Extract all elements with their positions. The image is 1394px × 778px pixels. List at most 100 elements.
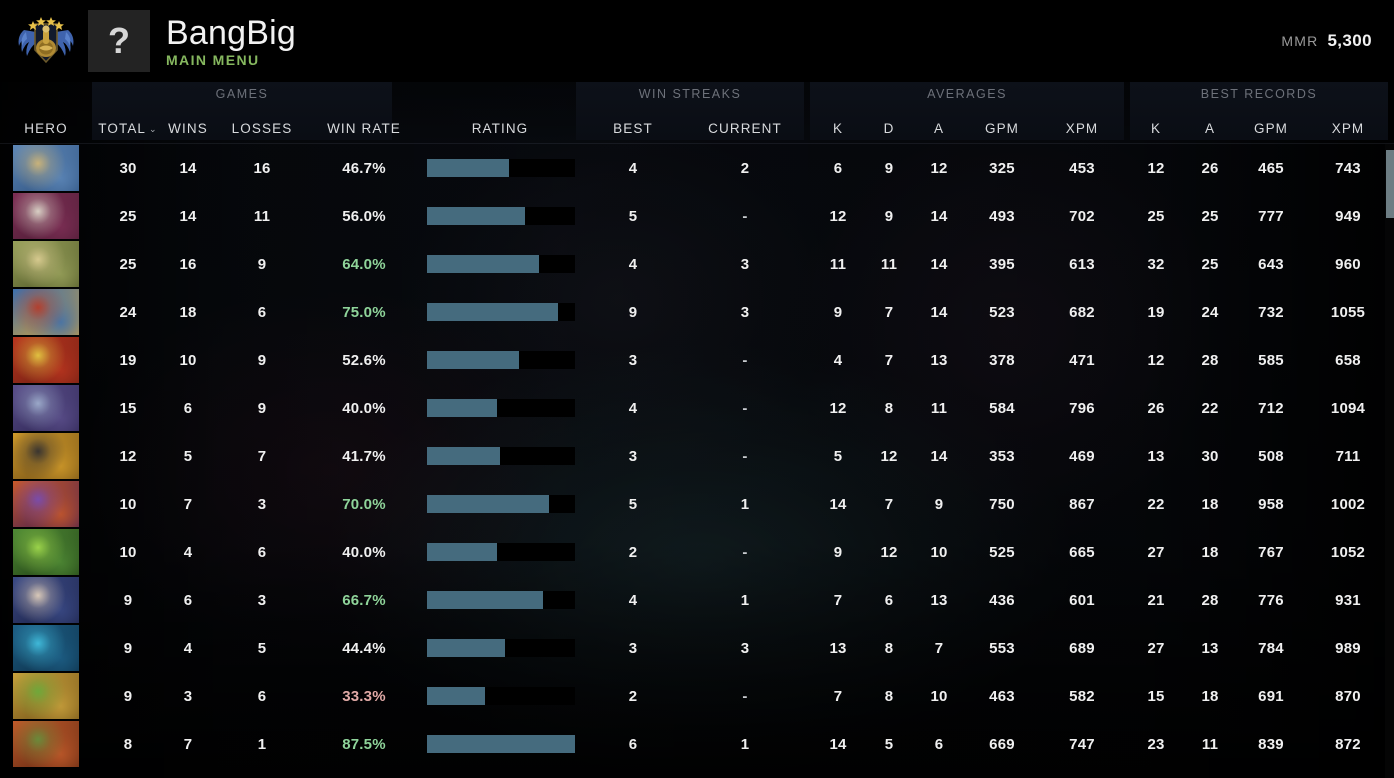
cell-streak_best: 5 xyxy=(628,495,638,513)
header-group-games-title: GAMES xyxy=(215,87,269,101)
column-header-best_gpm[interactable]: GPM xyxy=(1232,121,1310,136)
cell-streak_best: 2 xyxy=(628,687,638,705)
cell-streak_best: 4 xyxy=(628,591,638,609)
table-row[interactable]: 19 10 9 3-4 7 13 378 471 12 28 585 658 52.6% xyxy=(0,336,1394,384)
cell-avg_gpm: 463 xyxy=(989,687,1015,705)
cell-avg_gpm: 750 xyxy=(989,495,1015,513)
cell-wins: 4 xyxy=(183,639,193,657)
table-row[interactable]: 10 4 6 2-9 12 10 525 665 27 18 767 1052 40.0% xyxy=(0,528,1394,576)
cell-avg_gpm: 525 xyxy=(989,543,1015,561)
hero-portrait[interactable] xyxy=(13,529,79,575)
cell-avg_xpm: 582 xyxy=(1069,687,1095,705)
cell-best_gpm: 585 xyxy=(1258,351,1284,369)
table-row[interactable]: 9 6 3 4 1 7 6 13 436 601 21 28 776 931 66.7% xyxy=(0,576,1394,624)
hero-portrait[interactable] xyxy=(13,241,79,287)
column-header-losses[interactable]: LOSSES xyxy=(224,121,300,136)
cell-avg_xpm: 469 xyxy=(1069,447,1095,465)
cell-win-rate: 40.0% xyxy=(342,543,386,561)
rating-bar-track xyxy=(427,591,575,609)
cell-streak_cur: 3 xyxy=(740,255,750,273)
table-row[interactable]: 10 7 3 5 1 14 7 9 750 867 22 18 958 1002 70.0% xyxy=(0,480,1394,528)
table-row[interactable]: 8 7 1 6 1 14 5 6 669 747 23 11 839 872 87.5% xyxy=(0,720,1394,768)
cell-wins: 18 xyxy=(179,303,197,321)
column-header-streak_cur[interactable]: CURRENT xyxy=(690,121,800,136)
rating-bar-track xyxy=(427,495,575,513)
hero-portrait-image xyxy=(13,529,79,575)
cell-best_gpm: 465 xyxy=(1258,159,1284,177)
column-header-label: XPM xyxy=(1331,121,1365,136)
hero-portrait[interactable] xyxy=(13,625,79,671)
cell-avg_gpm: 553 xyxy=(989,639,1015,657)
rating-bar-fill xyxy=(427,399,497,417)
hero-portrait[interactable] xyxy=(13,721,79,767)
hero-stats-table[interactable]: 30 14 16 4 2 6 9 12 325 453 12 26 465 743 46.7% 25 14 11 5… xyxy=(0,144,1394,778)
cell-losses: 6 xyxy=(257,303,267,321)
cell-avg_gpm: 353 xyxy=(989,447,1015,465)
table-header: GAMES WIN STREAKS AVERAGES BEST RECORDS HER… xyxy=(0,82,1394,144)
column-header-rating[interactable]: RATING xyxy=(424,121,576,136)
cell-best_xpm: 949 xyxy=(1335,207,1361,225)
cell-streak_cur: 3 xyxy=(740,639,750,657)
hero-portrait[interactable] xyxy=(13,433,79,479)
hero-portrait[interactable] xyxy=(13,673,79,719)
cell-avg_gpm: 436 xyxy=(989,591,1015,609)
cell-avg_xpm: 471 xyxy=(1069,351,1095,369)
cell-avg_gpm: 325 xyxy=(989,159,1015,177)
cell-losses: 9 xyxy=(257,351,267,369)
table-row[interactable]: 25 16 9 4 3 11 11 14 395 613 32 25 643 960 64.0% xyxy=(0,240,1394,288)
column-header-win_rate[interactable]: WIN RATE xyxy=(316,121,412,136)
cell-streak_cur: 2 xyxy=(740,159,750,177)
hero-portrait[interactable] xyxy=(13,577,79,623)
cell-streak_best: 4 xyxy=(628,399,638,417)
table-row[interactable]: 12 5 7 3-5 12 14 353 469 13 30 508 711 41.7% xyxy=(0,432,1394,480)
hero-portrait[interactable] xyxy=(13,481,79,527)
top-bar: ? BangBig MAIN MENU MMR 5,300 xyxy=(0,0,1394,82)
cell-avg_xpm: 796 xyxy=(1069,399,1095,417)
cell-wins: 7 xyxy=(183,495,193,513)
table-row[interactable]: 15 6 9 4-12 8 11 584 796 26 22 712 1094 40.0% xyxy=(0,384,1394,432)
column-header-streak_best[interactable]: BEST xyxy=(580,121,686,136)
column-header-hero[interactable]: HERO xyxy=(0,121,92,136)
table-row[interactable]: 9 4 5 3 3 13 8 7 553 689 27 13 784 989 44.4% xyxy=(0,624,1394,672)
hero-portrait[interactable] xyxy=(13,145,79,191)
cell-avg_gpm: 493 xyxy=(989,207,1015,225)
cell-wins: 6 xyxy=(183,399,193,417)
mmr-block: MMR 5,300 xyxy=(1281,31,1372,51)
scrollbar-thumb[interactable] xyxy=(1386,150,1394,218)
cell-streak_cur: 1 xyxy=(740,591,750,609)
rating-bar-fill xyxy=(427,639,505,657)
cell-best_gpm: 691 xyxy=(1258,687,1284,705)
rating-bar-fill xyxy=(427,735,575,753)
rating-bar-track xyxy=(427,543,575,561)
rating-bar-fill xyxy=(427,303,558,321)
rating-bar-fill xyxy=(427,543,497,561)
table-row[interactable]: 25 14 11 5-12 9 14 493 702 25 25 777 949 56.0% xyxy=(0,192,1394,240)
cell-wins: 6 xyxy=(183,591,193,609)
header-group-averages-title: AVERAGES xyxy=(927,87,1007,101)
cell-streak_cur: - xyxy=(742,207,748,225)
cell-streak_best: 9 xyxy=(628,303,638,321)
hero-portrait[interactable] xyxy=(13,337,79,383)
hero-portrait[interactable] xyxy=(13,385,79,431)
cell-avg_xpm: 601 xyxy=(1069,591,1095,609)
column-header-wins[interactable]: WINS xyxy=(152,121,224,136)
cell-losses: 9 xyxy=(257,255,267,273)
column-header-avg_gpm[interactable]: GPM xyxy=(960,121,1044,136)
hero-portrait[interactable] xyxy=(13,289,79,335)
vertical-scrollbar[interactable] xyxy=(1385,144,1394,778)
column-header-avg_xpm[interactable]: XPM xyxy=(1042,121,1122,136)
table-row[interactable]: 30 14 16 4 2 6 9 12 325 453 12 26 465 743 46.7% xyxy=(0,144,1394,192)
hero-portrait-image xyxy=(13,385,79,431)
cell-best_gpm: 958 xyxy=(1258,495,1284,513)
cell-win-rate: 64.0% xyxy=(342,255,386,273)
rating-bar-track xyxy=(427,639,575,657)
hero-portrait-image xyxy=(13,433,79,479)
cell-win-rate: 70.0% xyxy=(342,495,386,513)
table-row[interactable]: 24 18 6 9 3 9 7 14 523 682 19 24 732 1055 75.0% xyxy=(0,288,1394,336)
column-header-best_xpm[interactable]: XPM xyxy=(1314,121,1382,136)
main-menu-label[interactable]: MAIN MENU xyxy=(166,51,260,68)
hero-portrait-image xyxy=(13,481,79,527)
avatar[interactable]: ? xyxy=(88,10,150,72)
table-row[interactable]: 9 3 6 2-7 8 10 463 582 15 18 691 870 33.3% xyxy=(0,672,1394,720)
hero-portrait[interactable] xyxy=(13,193,79,239)
